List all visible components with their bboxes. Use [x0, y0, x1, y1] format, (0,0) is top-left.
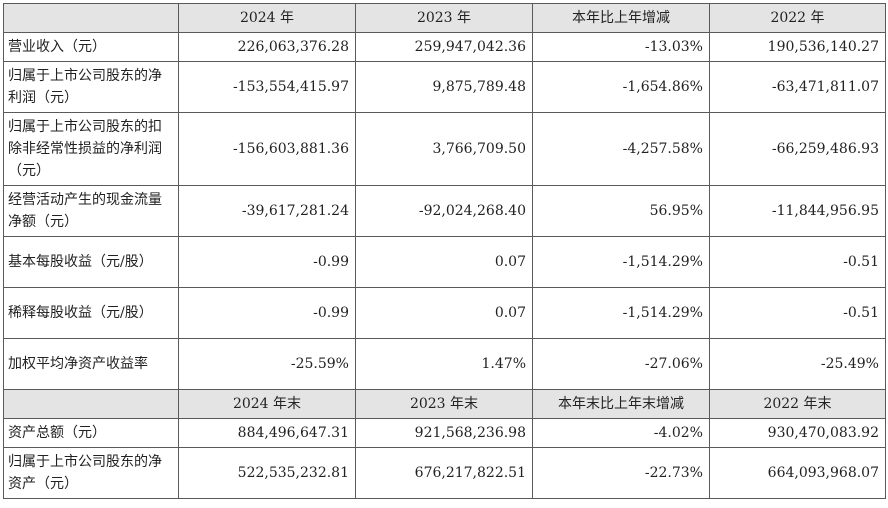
value-cell: -27.06% — [532, 338, 710, 390]
value-cell: 664,093,968.07 — [709, 447, 886, 499]
value-cell: 921,568,236.98 — [355, 418, 533, 448]
value-cell: -25.59% — [178, 338, 356, 390]
header-col-2024-end: 2024 年末 — [178, 389, 356, 419]
table-row: 归属于上市公司股东的净利润（元） -153,554,415.97 9,875,7… — [3, 61, 886, 113]
header-row-end: 2024 年末 2023 年末 本年末比上年末增减 2022 年末 — [3, 389, 886, 419]
value-cell: -0.99 — [178, 236, 356, 288]
table-row: 基本每股收益（元/股） -0.99 0.07 -1,514.29% -0.51 — [3, 236, 886, 288]
value-cell: -153,554,415.97 — [178, 61, 356, 113]
value-cell: 0.07 — [355, 236, 533, 288]
value-cell: -25.49% — [709, 338, 886, 390]
table-row: 稀释每股收益（元/股） -0.99 0.07 -1,514.29% -0.51 — [3, 287, 886, 339]
row-label: 归属于上市公司股东的净利润（元） — [3, 61, 179, 113]
value-cell: -11,844,956.95 — [709, 185, 886, 237]
header-col-yoy-change: 本年比上年增减 — [532, 3, 710, 33]
header-col-2024: 2024 年 — [178, 3, 356, 33]
value-cell: 676,217,822.51 — [355, 447, 533, 499]
value-cell: -0.51 — [709, 287, 886, 339]
row-label: 经营活动产生的现金流量净额（元） — [3, 185, 179, 237]
value-cell: 190,536,140.27 — [709, 32, 886, 62]
value-cell: 56.95% — [532, 185, 710, 237]
value-cell: -1,654.86% — [532, 61, 710, 113]
value-cell: -66,259,486.93 — [709, 112, 886, 186]
value-cell: 930,470,083.92 — [709, 418, 886, 448]
header-col-2023-end: 2023 年末 — [355, 389, 533, 419]
table-row: 资产总额（元） 884,496,647.31 921,568,236.98 -4… — [3, 418, 886, 448]
header-col-2022: 2022 年 — [709, 3, 886, 33]
table-row: 营业收入（元） 226,063,376.28 259,947,042.36 -1… — [3, 32, 886, 62]
financial-summary-table: 2024 年 2023 年 本年比上年增减 2022 年 营业收入（元） 226… — [3, 3, 886, 499]
value-cell: -92,024,268.40 — [355, 185, 533, 237]
value-cell: 1.47% — [355, 338, 533, 390]
header-col-2023: 2023 年 — [355, 3, 533, 33]
value-cell: 3,766,709.50 — [355, 112, 533, 186]
value-cell: -4.02% — [532, 418, 710, 448]
value-cell: 884,496,647.31 — [178, 418, 356, 448]
table-row: 经营活动产生的现金流量净额（元） -39,617,281.24 -92,024,… — [3, 185, 886, 237]
value-cell: 259,947,042.36 — [355, 32, 533, 62]
value-cell: -4,257.58% — [532, 112, 710, 186]
value-cell: 0.07 — [355, 287, 533, 339]
value-cell: -22.73% — [532, 447, 710, 499]
table-row: 归属于上市公司股东的扣除非经常性损益的净利润（元） -156,603,881.3… — [3, 112, 886, 186]
header-corner-cell — [3, 3, 179, 33]
value-cell: -1,514.29% — [532, 287, 710, 339]
header-col-end-change: 本年末比上年末增减 — [532, 389, 710, 419]
row-label: 资产总额（元） — [3, 418, 179, 448]
header-col-2022-end: 2022 年末 — [709, 389, 886, 419]
row-label: 营业收入（元） — [3, 32, 179, 62]
value-cell: -156,603,881.36 — [178, 112, 356, 186]
value-cell: -0.99 — [178, 287, 356, 339]
value-cell: 226,063,376.28 — [178, 32, 356, 62]
row-label: 基本每股收益（元/股） — [3, 236, 179, 288]
header-corner-cell — [3, 389, 179, 419]
table-row: 加权平均净资产收益率 -25.59% 1.47% -27.06% -25.49% — [3, 338, 886, 390]
value-cell: 9,875,789.48 — [355, 61, 533, 113]
value-cell: -0.51 — [709, 236, 886, 288]
row-label: 归属于上市公司股东的扣除非经常性损益的净利润（元） — [3, 112, 179, 186]
value-cell: 522,535,232.81 — [178, 447, 356, 499]
value-cell: -63,471,811.07 — [709, 61, 886, 113]
value-cell: -39,617,281.24 — [178, 185, 356, 237]
row-label: 加权平均净资产收益率 — [3, 338, 179, 390]
header-row-period: 2024 年 2023 年 本年比上年增减 2022 年 — [3, 3, 886, 33]
row-label: 归属于上市公司股东的净资产（元） — [3, 447, 179, 499]
value-cell: -13.03% — [532, 32, 710, 62]
table-row: 归属于上市公司股东的净资产（元） 522,535,232.81 676,217,… — [3, 447, 886, 499]
value-cell: -1,514.29% — [532, 236, 710, 288]
row-label: 稀释每股收益（元/股） — [3, 287, 179, 339]
